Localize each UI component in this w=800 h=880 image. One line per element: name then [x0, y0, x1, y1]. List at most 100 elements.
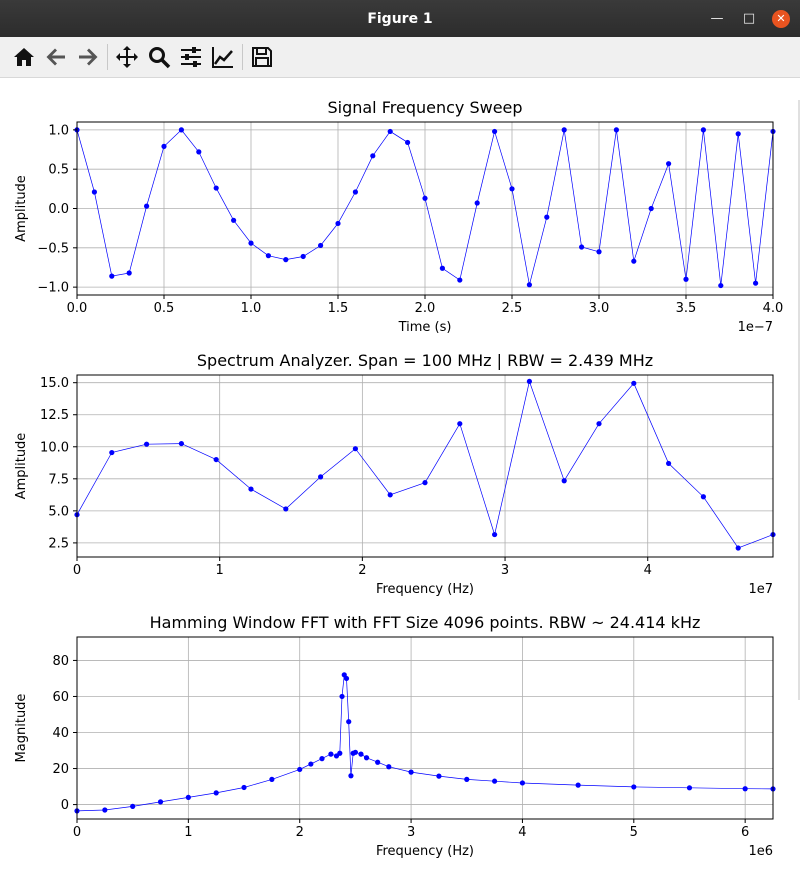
data-point: [109, 449, 115, 456]
edit-axes-button[interactable]: [207, 41, 239, 73]
data-point: [666, 161, 672, 167]
y-tick-label: 1.0: [48, 123, 69, 138]
data-point: [283, 506, 289, 512]
minimize-icon: —: [710, 11, 724, 26]
data-point: [346, 719, 352, 725]
data-point: [352, 749, 358, 755]
x-tick-label: 2.0: [415, 301, 436, 316]
y-axis-label: Amplitude: [14, 175, 29, 242]
data-point: [319, 756, 325, 762]
edit-axes-icon: [212, 47, 233, 68]
data-point: [178, 127, 184, 133]
data-point: [700, 127, 707, 133]
data-point: [631, 784, 637, 790]
data-point: [109, 273, 115, 279]
data-point: [144, 441, 150, 447]
window-controls: — □ ✕: [708, 0, 790, 37]
maximize-button[interactable]: □: [740, 10, 758, 28]
minimize-button[interactable]: —: [708, 10, 726, 28]
data-point: [422, 480, 428, 486]
y-axis-label: Amplitude: [14, 433, 29, 500]
subplots-config-icon: [181, 47, 201, 67]
data-point: [648, 205, 654, 212]
data-point: [686, 785, 693, 791]
data-point: [436, 773, 442, 779]
chart-title: Spectrum Analyzer. Span = 100 MHz | RBW …: [197, 351, 653, 370]
data-point: [91, 189, 97, 195]
zoom-icon: [149, 47, 171, 69]
data-point: [363, 755, 370, 761]
data-point: [408, 769, 414, 775]
data-point: [422, 195, 428, 201]
x-tick-label: 0.0: [67, 301, 88, 316]
data-point: [161, 143, 167, 149]
subplot-2: 0 1 2 3 4 2.5 5.0 7.5 10.0 12.5 15.0 Spectrum Analy…: [14, 351, 776, 597]
forward-arrow-icon: [79, 48, 98, 66]
data-point: [439, 265, 445, 271]
window-edge: [798, 100, 800, 700]
data-point: [631, 258, 637, 264]
toolbar-separator: [107, 44, 108, 70]
save-button[interactable]: [246, 41, 278, 73]
title-bar: Figure 1 — □ ✕: [0, 0, 800, 37]
zoom-button[interactable]: [143, 41, 175, 73]
x-tick-label: 0.5: [154, 301, 175, 316]
data-point: [735, 545, 741, 551]
data-point: [178, 440, 184, 447]
data-point: [213, 790, 219, 796]
y-tick-label: 0: [61, 798, 69, 813]
data-point: [318, 474, 324, 480]
figure-canvas[interactable]: 0.0 0.5 1.0 1.5 2.0 2.5 3.0 3.5 4.0 −1.0 −0.5 0.0 0.…: [0, 78, 800, 876]
data-point: [457, 421, 463, 427]
data-point: [300, 253, 306, 260]
x-axis-label: Time (s): [398, 320, 452, 335]
data-point: [526, 282, 533, 288]
save-icon: [252, 47, 272, 67]
home-button[interactable]: [8, 41, 40, 73]
pan-button[interactable]: [111, 41, 143, 73]
x-tick-label: 2: [296, 825, 304, 840]
data-point: [464, 776, 470, 782]
data-point: [387, 128, 393, 135]
data-point: [631, 380, 637, 386]
data-point: [241, 784, 247, 791]
home-icon: [14, 48, 34, 66]
x-tick-label: 0: [73, 563, 81, 578]
x-tick-label: 1: [216, 563, 224, 578]
data-point: [561, 127, 567, 133]
back-button[interactable]: [40, 41, 72, 73]
close-button[interactable]: ✕: [772, 9, 790, 28]
y-axis-label: Magnitude: [14, 694, 29, 763]
data-point: [457, 277, 463, 283]
data-point: [596, 421, 602, 427]
x-tick-label: 1.5: [328, 301, 349, 316]
data-point: [561, 478, 567, 484]
data-point: [213, 185, 219, 191]
data-point: [735, 131, 741, 137]
forward-button[interactable]: [72, 41, 104, 73]
data-point: [370, 153, 376, 159]
y-tick-label: 40: [52, 726, 69, 741]
data-point: [683, 276, 689, 282]
data-point: [579, 244, 585, 250]
x-tick-label: 3.5: [676, 301, 697, 316]
x-tick-label: 6: [741, 825, 749, 840]
data-point: [492, 128, 498, 135]
axes-frame: [76, 374, 774, 558]
data-point: [231, 217, 237, 223]
data-point: [718, 282, 724, 289]
series-line: [76, 673, 774, 812]
x-tick-label: 1: [184, 825, 192, 840]
data-point: [335, 220, 341, 227]
chart-title: Signal Frequency Sweep: [327, 98, 522, 117]
data-point: [742, 786, 748, 792]
data-point: [405, 139, 411, 146]
data-point: [248, 486, 254, 492]
data-point: [343, 675, 350, 682]
window-title: Figure 1: [367, 10, 433, 27]
data-point: [157, 799, 164, 805]
y-tick-label: −1.0: [37, 281, 69, 296]
configure-subplots-button[interactable]: [175, 41, 207, 73]
x-tick-label: 0: [73, 825, 81, 840]
